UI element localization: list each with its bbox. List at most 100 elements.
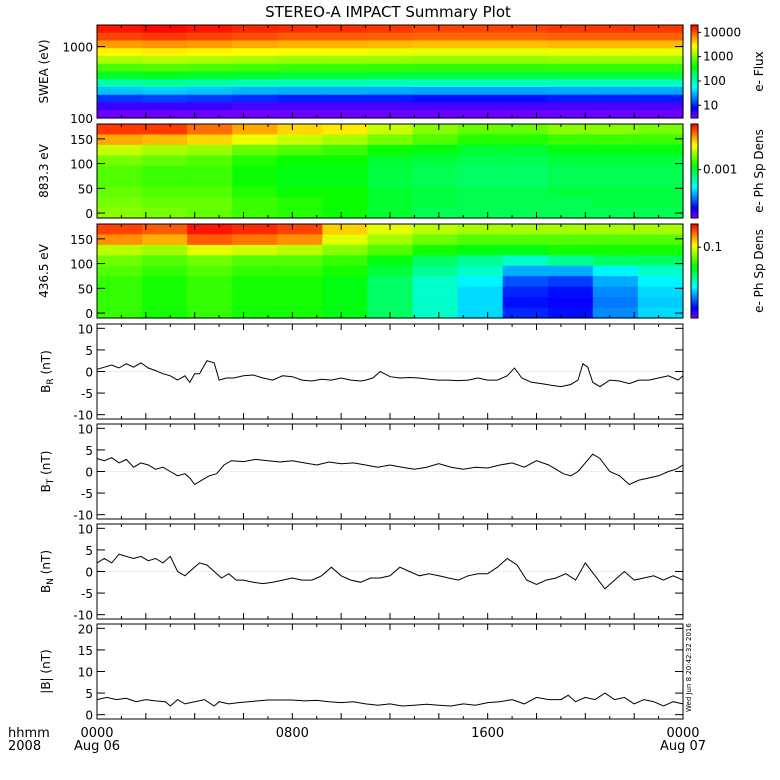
heatmap-cell	[592, 124, 639, 136]
colorbar-segment	[691, 69, 698, 72]
colorbar-segment	[691, 106, 698, 110]
heatmap-cell	[412, 48, 459, 57]
colorbar-segment	[691, 285, 698, 288]
heatmap-cell	[412, 297, 459, 309]
heatmap-cell	[367, 32, 414, 42]
heatmap-cell	[412, 224, 459, 236]
panel-frame	[96, 623, 684, 720]
heatmap-cell	[97, 165, 143, 177]
heatmap-cell	[97, 56, 143, 65]
heatmap-cell	[97, 102, 143, 111]
heatmap-cell	[187, 165, 233, 177]
heatmap-cell	[457, 234, 504, 246]
panel-ylabel: BR (nT)	[39, 350, 56, 393]
colorbar-segment	[691, 210, 698, 214]
heatmap-cell	[277, 197, 323, 209]
heatmap-cell	[187, 276, 233, 288]
heatmap-cell	[142, 25, 188, 34]
heatmap-cell	[97, 297, 143, 309]
colorbar-segment	[691, 238, 698, 241]
colorbar-segment	[691, 194, 698, 198]
colorbar-segment	[691, 52, 698, 56]
ytick-label: 5	[85, 444, 93, 458]
colorbar-segment	[691, 310, 698, 314]
heatmap-cell	[592, 94, 639, 104]
colorbar-segment	[691, 306, 698, 310]
heatmap-cell	[142, 124, 188, 136]
heatmap-cell	[637, 124, 684, 136]
heatmap-cell	[277, 25, 323, 34]
heatmap-cell	[592, 244, 639, 256]
heatmap-cell	[502, 102, 549, 111]
heatmap-cell	[187, 124, 233, 136]
heatmap-cell	[547, 165, 594, 177]
ytick-label: -10	[73, 409, 93, 423]
heatmap-cell	[502, 224, 549, 236]
heatmap-cell	[142, 276, 188, 288]
colorbar-tick-label: 100	[703, 74, 726, 88]
heatmap-cell	[502, 155, 549, 167]
heatmap-cell	[97, 265, 143, 277]
heatmap-cell	[232, 110, 278, 119]
heatmap-cell	[97, 25, 143, 34]
heatmap-cell	[367, 244, 414, 256]
panel-ylabel: BN (nT)	[39, 550, 56, 593]
heatmap-cell	[142, 40, 188, 49]
plot-title: STEREO-A IMPACT Summary Plot	[265, 3, 511, 21]
heatmap-cell	[547, 234, 594, 246]
heatmap-cell	[232, 102, 278, 111]
heatmap-cell	[592, 286, 639, 298]
heatmap-cell	[142, 87, 188, 96]
ytick-label: 100	[70, 112, 93, 126]
colorbar-segment	[691, 149, 698, 153]
heatmap-cell	[277, 286, 323, 298]
colorbar-segment	[691, 62, 698, 66]
heatmap-cell	[412, 276, 459, 288]
heatmap-cell	[277, 71, 323, 80]
heatmap-cell	[187, 176, 233, 188]
heatmap-cell	[457, 71, 504, 80]
heatmap-cell	[277, 176, 323, 188]
heatmap-cell	[322, 102, 369, 111]
heatmap-cell	[232, 224, 278, 236]
heatmap-cell	[97, 134, 143, 146]
colorbar-tick-label: 0.001	[703, 163, 737, 177]
ytick-label: -5	[81, 487, 93, 501]
heatmap-cell	[97, 40, 143, 49]
heatmap-cell	[322, 134, 369, 146]
heatmap-cell	[187, 255, 233, 267]
heatmap-cell	[97, 286, 143, 298]
heatmap-cell	[322, 224, 369, 236]
ytick-label: 0	[85, 307, 93, 321]
heatmap-cell	[322, 63, 369, 73]
panel-5: BT (nT) -10 -5 0 5 10	[39, 422, 684, 523]
heatmap-cell	[457, 79, 504, 88]
heatmap-cell	[457, 307, 504, 319]
colorbar-segment	[691, 289, 698, 293]
heatmap-cell	[322, 40, 369, 49]
colorbar-segment	[691, 166, 698, 170]
heatmap-cell	[142, 255, 188, 267]
colorbar-segment	[691, 282, 698, 286]
heatmap-cell	[142, 155, 188, 167]
heatmap-cell	[412, 25, 459, 34]
heatmap-cell	[502, 134, 549, 146]
heatmap-cell	[322, 25, 369, 34]
heatmap-cell	[412, 176, 459, 188]
colorbar-title: e- Flux	[752, 51, 766, 91]
heatmap-cell	[97, 276, 143, 288]
heatmap-cell	[367, 79, 414, 88]
heatmap-cell	[457, 224, 504, 236]
colorbar-segment	[691, 99, 698, 103]
heatmap-cell	[412, 155, 459, 167]
colorbar-segment	[691, 240, 698, 244]
colorbar-segment	[691, 27, 698, 31]
heatmap-cell	[457, 40, 504, 49]
colorbar-segment	[691, 213, 698, 217]
heatmap-cell	[457, 32, 504, 42]
ytick-label: -10	[73, 509, 93, 523]
colorbar-segment	[691, 266, 698, 270]
heatmap-cell	[97, 110, 143, 119]
heatmap-cell	[457, 87, 504, 96]
heatmap-cell	[277, 297, 323, 309]
